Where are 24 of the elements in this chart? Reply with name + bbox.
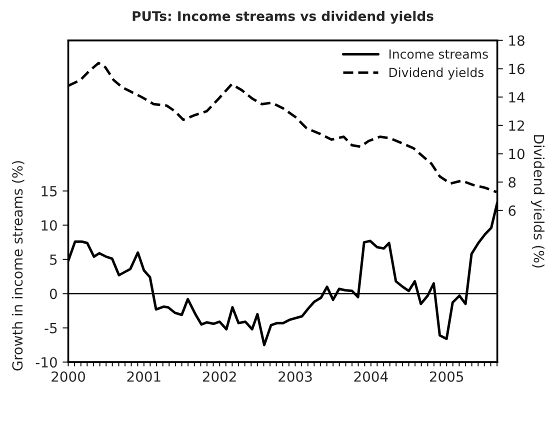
x-tick-label: 2004 <box>354 371 388 382</box>
x-tick-label: 2003 <box>278 371 312 382</box>
y-axis-title: Growth in income streams (%) <box>12 161 24 370</box>
y2-tick-label: 6 <box>508 205 516 216</box>
x-tick-label: 2000 <box>52 371 86 382</box>
y-tick-label: 5 <box>50 254 57 265</box>
y2-axis-title: Dividend yields (%) <box>531 135 544 268</box>
y2-tick-label: 12 <box>509 120 524 131</box>
y2-tick-label: 18 <box>509 35 524 46</box>
y-tick-label: -10 <box>36 357 57 368</box>
x-tick-label: 2002 <box>202 371 236 382</box>
y2-tick-label: 14 <box>509 92 525 102</box>
x-tick-label: 2005 <box>430 371 464 382</box>
y-tick-label: 10 <box>42 220 57 231</box>
y2-tick-label: 16 <box>509 64 524 74</box>
y-tick-label: -5 <box>44 323 57 334</box>
y-tick-label: 15 <box>42 186 57 196</box>
x-tick-label: 2001 <box>127 371 160 382</box>
y2-tick-label: 8 <box>508 177 516 188</box>
chart-title: PUTs: Income streams vs dividend yields <box>132 10 434 24</box>
y-tick-label: 0 <box>50 288 57 300</box>
y2-tick-label: 10 <box>509 148 524 160</box>
legend-label: Income streams <box>389 50 488 59</box>
legend-label: Dividend yields <box>389 67 484 80</box>
